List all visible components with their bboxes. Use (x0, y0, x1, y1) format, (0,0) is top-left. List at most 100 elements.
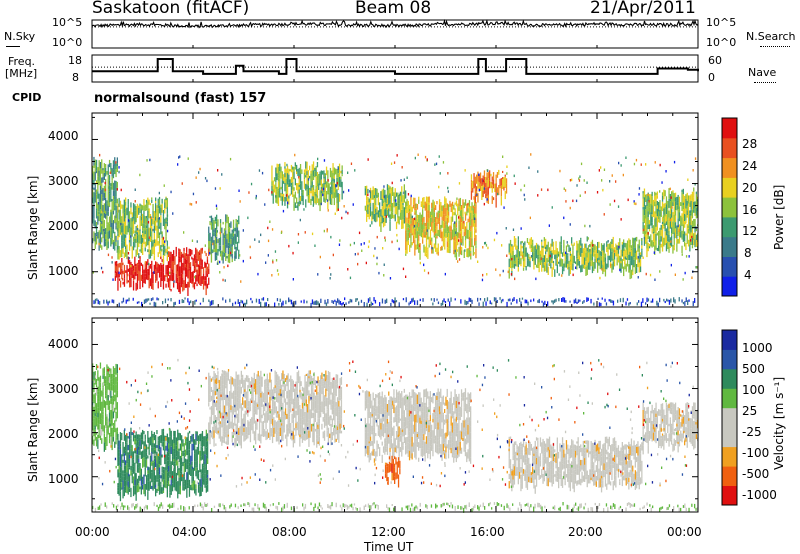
heat-cell (424, 246, 426, 257)
scatter-cell (323, 159, 326, 162)
heat-cell (268, 406, 270, 412)
ground-cell (468, 297, 470, 302)
heat-cell (107, 191, 109, 201)
scatter-cell (127, 252, 130, 255)
heat-cell (135, 206, 137, 211)
heat-cell (178, 276, 180, 283)
heat-cell (112, 196, 115, 201)
heat-cell (105, 164, 107, 168)
heat-cell (265, 426, 267, 430)
heat-cell (136, 449, 139, 455)
heat-cell (366, 212, 368, 222)
heat-cell (143, 269, 145, 274)
heat-cell (533, 252, 535, 261)
heat-cell (405, 250, 407, 254)
heat-cell (143, 205, 145, 211)
heat-cell (402, 203, 404, 206)
heat-cell (186, 259, 188, 265)
scatter-cell (250, 182, 253, 186)
heat-cell (486, 180, 488, 188)
heat-cell (512, 245, 514, 251)
heat-cell (433, 222, 435, 232)
scatter-cell (659, 190, 661, 193)
heat-cell (135, 282, 137, 291)
scatter-cell (579, 194, 581, 197)
heat-cell (524, 257, 526, 268)
heat-cell (393, 201, 395, 208)
heat-cell (152, 239, 154, 243)
heat-cell (258, 384, 261, 394)
heat-cell (659, 216, 661, 223)
heat-cell (196, 454, 198, 461)
heat-cell (95, 200, 98, 209)
heat-cell (171, 261, 173, 270)
heat-cell (101, 189, 103, 195)
heat-cell (392, 186, 394, 196)
heat-cell (102, 168, 104, 171)
scatter-cell (501, 244, 503, 247)
ground-cell (300, 300, 302, 303)
heat-cell (630, 248, 633, 251)
heat-cell (274, 370, 276, 375)
heat-cell (483, 189, 486, 194)
heat-cell (115, 428, 117, 433)
scatter-cell (368, 207, 370, 210)
heat-cell (691, 229, 694, 238)
heat-cell (455, 243, 458, 253)
heat-cell (299, 437, 301, 447)
heat-cell (677, 239, 679, 244)
heat-cell (637, 257, 639, 268)
heat-cell (563, 253, 565, 257)
heat-cell (329, 167, 332, 178)
heat-cell (203, 465, 205, 468)
heat-cell (337, 177, 339, 186)
heat-cell (648, 220, 651, 225)
heat-cell (235, 431, 237, 438)
heat-cell (209, 248, 211, 253)
heat-cell (281, 196, 283, 206)
heat-cell (178, 251, 180, 256)
heat-region (364, 184, 407, 232)
heat-cell (312, 194, 315, 197)
heat-cell (685, 198, 687, 209)
heat-cell (231, 422, 233, 430)
heat-cell (210, 378, 213, 382)
heat-cell (222, 436, 224, 440)
heat-cell (92, 412, 94, 422)
heat-cell (303, 387, 305, 396)
heat-cell (283, 193, 285, 202)
heat-cell (441, 211, 443, 217)
heat-cell (219, 376, 222, 385)
scatter-cell (514, 182, 516, 185)
heat-cell (144, 234, 146, 240)
scatter-cell (165, 219, 167, 222)
heat-cell (663, 219, 665, 227)
heat-cell (646, 206, 648, 209)
heat-cell (188, 279, 190, 288)
scatter-cell (624, 261, 626, 264)
cpid-text: normalsound (fast) 157 (94, 91, 267, 106)
heat-cell (226, 433, 228, 439)
heat-cell (102, 411, 104, 415)
heat-cell (461, 246, 463, 251)
power-cb-tick-2: 12 (742, 224, 758, 238)
heat-cell (155, 261, 157, 270)
heat-cell (161, 198, 163, 204)
heat-cell (552, 263, 555, 270)
heat-cell (308, 430, 310, 438)
heat-cell (272, 194, 274, 204)
heat-cell (161, 264, 163, 272)
heat-cell (482, 190, 484, 198)
heat-cell (110, 383, 112, 387)
heat-cell (155, 449, 157, 456)
scatter-cell (101, 210, 103, 214)
scatter-cell (460, 242, 462, 246)
heat-cell (646, 214, 648, 225)
heat-cell (140, 234, 142, 245)
heat-cell (258, 396, 261, 399)
heat-cell (604, 257, 607, 262)
heat-cell (416, 221, 419, 228)
heat-cell (678, 206, 681, 213)
scatter-cell (212, 242, 214, 246)
heat-cell (440, 202, 442, 211)
